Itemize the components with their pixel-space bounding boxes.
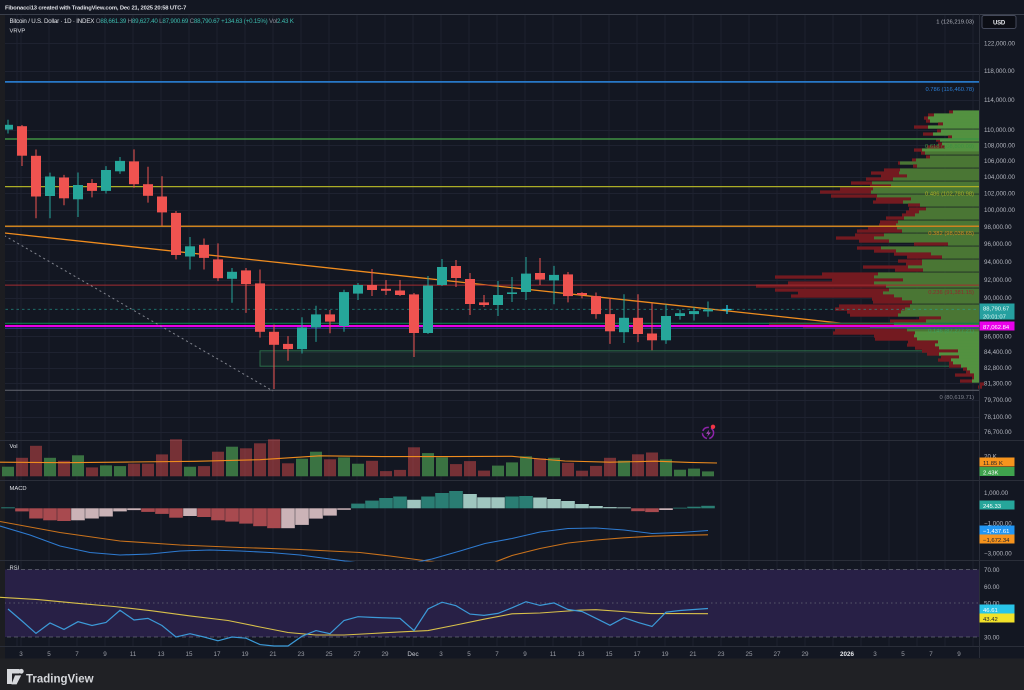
svg-text:11.85 K: 11.85 K	[983, 461, 1003, 467]
svg-text:19: 19	[661, 651, 669, 658]
svg-text:50.00: 50.00	[984, 600, 1000, 607]
svg-text:0.786 (116,460.78): 0.786 (116,460.78)	[925, 87, 974, 93]
svg-text:17: 17	[633, 651, 641, 658]
svg-text:2026: 2026	[840, 651, 855, 658]
svg-text:5: 5	[901, 651, 905, 658]
svg-text:19: 19	[241, 651, 249, 658]
svg-text:30.00: 30.00	[984, 634, 1000, 641]
svg-text:−1,437.61: −1,437.61	[983, 529, 1009, 535]
svg-text:0.236 (91,381.15): 0.236 (91,381.15)	[928, 290, 974, 296]
svg-text:7: 7	[75, 651, 79, 658]
svg-text:82,800.00: 82,800.00	[984, 365, 1012, 372]
svg-text:9: 9	[957, 651, 961, 658]
svg-text:−3,000.00: −3,000.00	[984, 551, 1012, 558]
svg-text:98,000.00: 98,000.00	[984, 224, 1012, 231]
svg-text:Dec: Dec	[407, 651, 418, 658]
svg-text:5: 5	[47, 651, 51, 658]
svg-text:27: 27	[353, 651, 361, 658]
svg-text:9: 9	[103, 651, 107, 658]
svg-text:114,000.00: 114,000.00	[984, 97, 1015, 104]
svg-text:21: 21	[269, 651, 277, 658]
svg-text:3: 3	[873, 651, 877, 658]
svg-text:0.382 (98,038.65): 0.382 (98,038.65)	[928, 231, 974, 237]
svg-text:0.618 (108,800.09): 0.618 (108,800.09)	[925, 144, 974, 150]
svg-text:3: 3	[439, 651, 443, 658]
svg-text:81,300.00: 81,300.00	[984, 380, 1012, 387]
svg-text:1 (126,219.03): 1 (126,219.03)	[936, 20, 974, 26]
svg-text:92,000.00: 92,000.00	[984, 277, 1012, 284]
svg-text:−1,000.00: −1,000.00	[984, 520, 1012, 527]
svg-text:76,700.00: 76,700.00	[984, 429, 1012, 436]
svg-text:3: 3	[19, 651, 23, 658]
svg-text:104,000.00: 104,000.00	[984, 174, 1016, 181]
svg-text:17: 17	[213, 651, 221, 658]
svg-text:108,000.00: 108,000.00	[984, 142, 1016, 149]
svg-text:118,000.00: 118,000.00	[984, 68, 1015, 75]
svg-text:90,000.00: 90,000.00	[984, 295, 1012, 302]
svg-text:46.61: 46.61	[983, 608, 998, 614]
svg-text:70.00: 70.00	[984, 567, 1000, 574]
svg-text:USD: USD	[993, 21, 1006, 27]
svg-text:29: 29	[801, 651, 809, 658]
svg-text:7: 7	[929, 651, 933, 658]
svg-text:96,000.00: 96,000.00	[984, 241, 1012, 248]
svg-text:0.486 (102,780.98): 0.486 (102,780.98)	[925, 192, 974, 198]
svg-text:Fibonacci13 created with Tradi: Fibonacci13 created with TradingView.com…	[5, 6, 186, 12]
svg-text:Bitcoin / U.S. Dollar · 1D · I: Bitcoin / U.S. Dollar · 1D · INDEX O88,6…	[10, 18, 295, 25]
svg-text:Vol: Vol	[10, 444, 18, 450]
svg-text:60.00: 60.00	[984, 584, 1000, 591]
svg-text:13: 13	[577, 651, 585, 658]
svg-text:20:01:07: 20:01:07	[983, 315, 1006, 321]
svg-text:15: 15	[185, 651, 193, 658]
svg-text:0 (80,619.71): 0 (80,619.71)	[940, 395, 975, 401]
svg-text:MACD: MACD	[10, 486, 27, 492]
svg-text:5: 5	[467, 651, 471, 658]
svg-text:122,000.00: 122,000.00	[984, 40, 1016, 47]
svg-text:88,790.67: 88,790.67	[983, 307, 1009, 313]
svg-text:245.33: 245.33	[983, 504, 1002, 510]
svg-text:25: 25	[325, 651, 333, 658]
svg-text:86,000.00: 86,000.00	[984, 333, 1012, 340]
svg-text:−1,672.34: −1,672.34	[983, 538, 1010, 544]
svg-text:102,000.00: 102,000.00	[984, 190, 1016, 197]
svg-text:15: 15	[605, 651, 613, 658]
svg-text:100,000.00: 100,000.00	[984, 207, 1016, 214]
svg-text:RSI: RSI	[10, 566, 20, 572]
svg-text:25: 25	[745, 651, 753, 658]
svg-text:21: 21	[689, 651, 697, 658]
svg-text:0.146 (87,277.21): 0.146 (87,277.21)	[928, 329, 974, 335]
svg-text:VRVP: VRVP	[10, 29, 26, 35]
svg-text:84,400.00: 84,400.00	[984, 349, 1012, 356]
svg-text:11: 11	[130, 651, 137, 658]
svg-text:94,000.00: 94,000.00	[984, 259, 1012, 266]
svg-text:11: 11	[550, 651, 557, 658]
svg-text:7: 7	[495, 651, 499, 658]
svg-text:9: 9	[523, 651, 527, 658]
svg-text:20 K: 20 K	[984, 453, 998, 460]
svg-text:TradingView: TradingView	[26, 674, 94, 686]
svg-text:78,100.00: 78,100.00	[984, 414, 1012, 421]
svg-text:2.43K: 2.43K	[983, 471, 998, 477]
svg-text:23: 23	[717, 651, 725, 658]
svg-text:13: 13	[157, 651, 165, 658]
svg-text:87,062.84: 87,062.84	[983, 325, 1010, 331]
svg-text:79,700.00: 79,700.00	[984, 397, 1012, 404]
svg-text:110,000.00: 110,000.00	[984, 127, 1015, 134]
svg-text:43.42: 43.42	[983, 617, 998, 623]
svg-text:27: 27	[773, 651, 781, 658]
svg-text:106,000.00: 106,000.00	[984, 158, 1016, 165]
svg-text:29: 29	[381, 651, 389, 658]
svg-text:1,000.00: 1,000.00	[984, 490, 1009, 497]
svg-text:23: 23	[297, 651, 305, 658]
